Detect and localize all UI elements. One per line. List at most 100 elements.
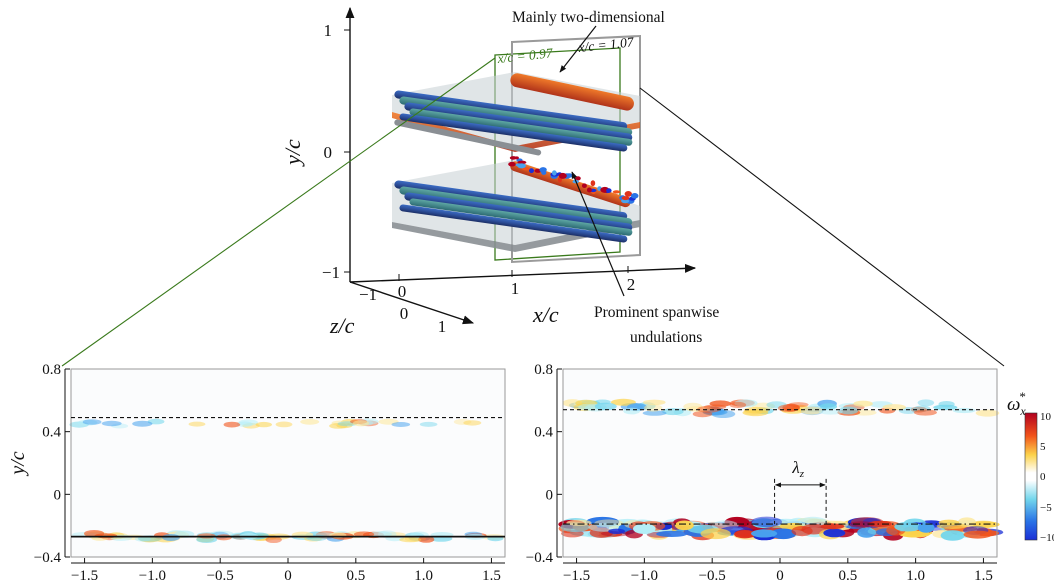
x-tick-label: −0.5 bbox=[207, 568, 234, 584]
vorticity-blob bbox=[800, 406, 823, 415]
panel-right: −1.5−1.0−0.500.51.01.50.80.40−0.4z/cλz bbox=[526, 362, 1004, 587]
vortex-speckle bbox=[529, 168, 534, 174]
iso-z-tick-1: 1 bbox=[438, 317, 447, 336]
y-tick-label: −0.4 bbox=[526, 550, 554, 566]
vorticity-blob bbox=[275, 421, 293, 428]
vorticity-blob bbox=[329, 423, 348, 429]
vorticity-blob bbox=[848, 521, 875, 528]
y-tick-label: −0.4 bbox=[34, 550, 62, 566]
vorticity-blob bbox=[820, 523, 845, 530]
vorticity-blob bbox=[463, 420, 482, 426]
vortex-speckle bbox=[621, 196, 630, 201]
heatmap-background bbox=[71, 369, 505, 557]
vorticity-blob bbox=[391, 422, 411, 427]
colorbar-tick-5: 5 bbox=[1040, 441, 1046, 453]
y-tick-label: 0 bbox=[54, 487, 62, 503]
iso-y-tick-neg1: −1 bbox=[322, 263, 340, 282]
annotation-undulations-arrow bbox=[571, 171, 625, 297]
vorticity-blob bbox=[643, 399, 666, 406]
iso-z-tick-0: 0 bbox=[400, 304, 409, 323]
vorticity-blob bbox=[82, 419, 102, 425]
vortex-speckle bbox=[521, 167, 531, 171]
x-tick-label: 0 bbox=[776, 568, 784, 584]
iso-x-tick-2: 2 bbox=[627, 275, 636, 294]
iso-x-tick-0: 0 bbox=[398, 282, 407, 301]
vorticity-blob bbox=[913, 409, 938, 416]
vorticity-blob bbox=[734, 530, 756, 539]
x-tick-label: 0.5 bbox=[346, 568, 365, 584]
y-tick-label: 0.4 bbox=[42, 425, 61, 441]
vorticity-blob bbox=[898, 530, 931, 538]
colorbar-tick-0: 0 bbox=[1040, 471, 1046, 483]
vorticity-blob bbox=[255, 421, 272, 428]
iso-x-tick-1: 1 bbox=[511, 279, 520, 298]
vorticity-blob bbox=[608, 528, 625, 534]
vorticity-blob bbox=[734, 399, 758, 408]
x-tick-label: −1.5 bbox=[71, 568, 98, 584]
colorbar: ωx* 10 5 0 −5 −10 bbox=[1007, 389, 1054, 544]
heatmap-frame bbox=[562, 368, 998, 558]
vorticity-blob bbox=[894, 521, 922, 532]
vortex-speckle bbox=[517, 160, 527, 165]
vorticity-blob bbox=[453, 418, 472, 425]
colorbar-tick-10: 10 bbox=[1040, 411, 1052, 423]
vorticity-blob bbox=[594, 402, 617, 411]
annotation-undulations-1: Prominent spanwise bbox=[594, 304, 719, 321]
vorticity-blob bbox=[778, 404, 800, 413]
upper-vortex-structures bbox=[392, 72, 640, 156]
x-tick-label: 1.5 bbox=[974, 568, 993, 584]
y-axis-label: y/c bbox=[7, 451, 29, 476]
vorticity-blob bbox=[940, 530, 965, 541]
vorticity-blob bbox=[801, 523, 826, 535]
vorticity-blob bbox=[818, 409, 843, 415]
x-tick-label: 1.5 bbox=[482, 568, 501, 584]
x-tick-label: −1.5 bbox=[563, 568, 590, 584]
x-tick-label: 1.0 bbox=[906, 568, 925, 584]
vorticity-blob bbox=[566, 519, 592, 526]
vorticity-blob bbox=[751, 529, 778, 538]
projection-line-left bbox=[61, 57, 496, 367]
x-tick-label: 1.0 bbox=[414, 568, 433, 584]
vorticity-blob bbox=[633, 523, 656, 534]
vorticity-blob bbox=[134, 536, 151, 542]
colorbar-tick-neg10: −10 bbox=[1040, 532, 1054, 544]
vorticity-blob bbox=[399, 537, 422, 543]
iso-x-axis bbox=[349, 263, 697, 283]
vortex-speckle bbox=[517, 163, 526, 169]
vortex-speckle bbox=[624, 191, 632, 197]
colorbar-gradient bbox=[1024, 412, 1038, 541]
vorticity-blob bbox=[644, 404, 663, 412]
vorticity-blob bbox=[623, 407, 641, 415]
iso-z-tick-neg1: −1 bbox=[359, 285, 377, 304]
y-tick-label: 0.8 bbox=[42, 362, 61, 378]
vorticity-blob bbox=[853, 400, 873, 407]
vorticity-blob bbox=[188, 421, 206, 427]
iso-z-label: z/c bbox=[329, 313, 355, 338]
colorbar-tick-neg5: −5 bbox=[1040, 502, 1052, 514]
vorticity-blob bbox=[369, 531, 392, 538]
lower-vortex-structures bbox=[392, 156, 640, 252]
y-tick-label: 0.8 bbox=[534, 362, 553, 378]
vorticity-blob bbox=[819, 403, 838, 410]
vorticity-blob bbox=[419, 421, 438, 427]
vorticity-blob bbox=[578, 403, 596, 411]
vorticity-blob bbox=[223, 421, 241, 428]
vorticity-blob bbox=[751, 516, 782, 528]
x-tick-label: −1.0 bbox=[631, 568, 658, 584]
vorticity-blob bbox=[743, 406, 770, 414]
vorticity-blob bbox=[952, 407, 976, 414]
vortex-speckle bbox=[558, 172, 567, 179]
iso-y-label: y/c bbox=[280, 139, 305, 167]
vorticity-blob bbox=[418, 536, 435, 543]
y-tick-label: 0.4 bbox=[534, 425, 553, 441]
vorticity-blob bbox=[838, 406, 859, 415]
plane-label-107: x/c = 1.07 bbox=[577, 34, 636, 55]
vorticity-blob bbox=[610, 398, 636, 406]
vortex-speckle bbox=[539, 167, 547, 173]
vortex-speckle bbox=[586, 187, 592, 193]
iso-y-tick-0: 0 bbox=[324, 143, 333, 162]
annotation-undulations-2: undulations bbox=[630, 329, 702, 346]
vorticity-blob bbox=[917, 399, 935, 407]
vortex-speckle bbox=[508, 161, 516, 167]
